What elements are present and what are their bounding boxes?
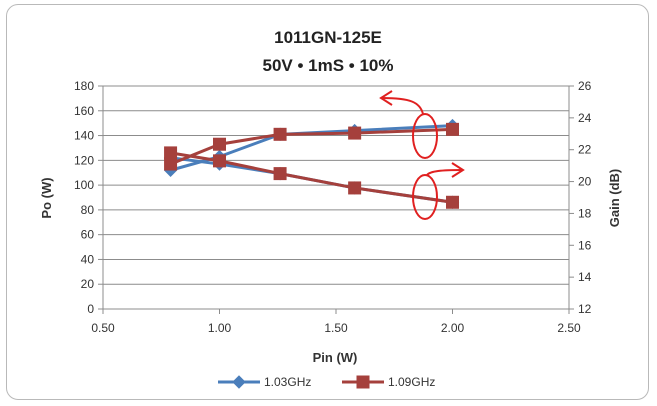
point-po-1.09GHz-0 (164, 157, 178, 171)
x-tick-labels: 0.50 1.00 1.50 2.00 2.50 (91, 321, 581, 335)
y2-tick-labels: 12 14 16 18 20 22 24 26 (578, 79, 592, 316)
legend-marker-1.09GHz (356, 375, 370, 389)
chart-subtitle: 50V • 1mS • 10% (263, 56, 394, 75)
point-po-1.09GHz-4 (446, 122, 459, 136)
y-tick-label-1: 20 (81, 277, 95, 291)
legend-item-1.09GHz: 1.09GHz (342, 375, 435, 389)
legend-label-1.03GHz: 1.03GHz (264, 375, 311, 389)
y-tick-label-3: 60 (81, 228, 95, 242)
legend-label-1.09GHz: 1.09GHz (388, 375, 435, 389)
x-axis-title: Pin (W) (313, 350, 358, 365)
annotation-layer (379, 90, 465, 220)
y2-tick-label-0: 12 (578, 302, 592, 316)
point-gain-1.09GHz-4 (446, 195, 459, 209)
y2-axis-title: Gain (dB) (607, 169, 622, 228)
series-1.09GHz (164, 122, 459, 209)
y-tick-label-0: 0 (87, 302, 94, 316)
legend: 1.03GHz 1.09GHz (218, 375, 435, 389)
series-layer (163, 118, 460, 209)
ellipse-po-group (412, 113, 438, 159)
arrow-right-head (451, 162, 465, 178)
x-tick-label-3: 2.00 (441, 321, 465, 335)
y2-tick-label-3: 18 (578, 206, 592, 220)
point-gain-1.09GHz-0 (164, 146, 178, 160)
arrow-left-curve (381, 97, 424, 115)
ellipse-gain-group (412, 174, 438, 220)
y2-tick-label-1: 14 (578, 270, 592, 284)
point-po-1.09GHz-2 (273, 127, 287, 141)
y-tick-label-4: 80 (81, 203, 95, 217)
chart-title: 1011GN-125E (274, 28, 382, 47)
y-tick-labels: 0 20 40 60 80 100 120 140 160 180 (74, 79, 94, 316)
arrow-left-head (379, 90, 393, 106)
y-tick-label-5: 100 (74, 178, 94, 192)
x-tick-label-0: 0.50 (91, 321, 115, 335)
x-tick-label-4: 2.50 (557, 321, 581, 335)
y2-tick-label-2: 16 (578, 238, 592, 252)
y2-tick-label-4: 20 (578, 175, 592, 189)
point-gain-1.09GHz-2 (273, 167, 287, 181)
point-po-1.09GHz-1 (213, 137, 226, 151)
y-tick-label-2: 40 (81, 252, 95, 266)
point-po-1.09GHz-3 (348, 126, 362, 140)
y2-tick-label-5: 22 (578, 143, 592, 157)
legend-item-1.03GHz: 1.03GHz (218, 375, 311, 389)
y2-tick-label-7: 26 (578, 79, 592, 93)
y-tick-label-7: 140 (74, 129, 94, 143)
legend-marker-1.03GHz (232, 375, 246, 389)
arrow-right-curve (426, 169, 463, 176)
x-tick-label-1: 1.00 (208, 321, 232, 335)
point-gain-1.09GHz-1 (213, 154, 226, 168)
chart-frame (6, 4, 649, 400)
gridlines (103, 85, 569, 285)
axes (98, 85, 574, 314)
point-gain-1.09GHz-3 (348, 181, 362, 195)
y-tick-label-9: 180 (74, 79, 94, 93)
y-axis-title: Po (W) (39, 177, 54, 218)
y-tick-label-8: 160 (74, 104, 94, 118)
y2-tick-label-6: 24 (578, 111, 592, 125)
y-tick-label-6: 120 (74, 153, 94, 167)
x-tick-label-2: 1.50 (324, 321, 348, 335)
